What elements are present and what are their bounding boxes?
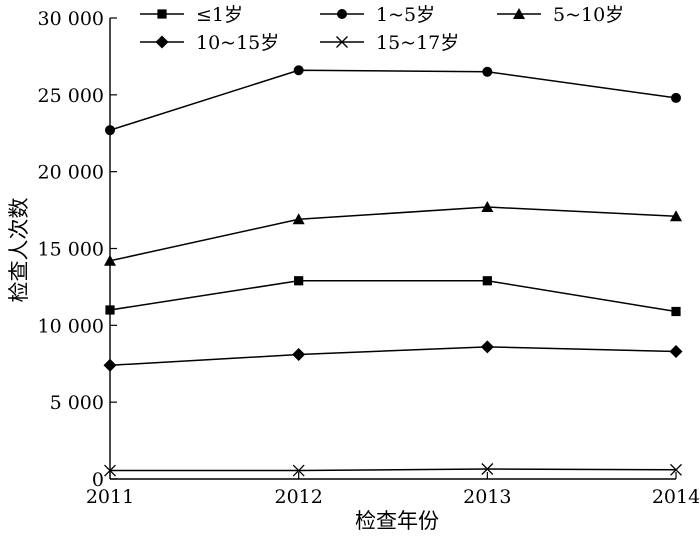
data-point — [669, 344, 683, 358]
data-point — [104, 464, 116, 477]
data-point — [671, 306, 681, 317]
x-tick-label: 2014 — [652, 486, 700, 508]
legend: ≤1岁 1~5岁 5~10岁 10~15岁 15~17岁 — [140, 4, 624, 54]
x-marker-stroke — [336, 36, 348, 48]
legend-item: 15~17岁 — [320, 32, 459, 54]
data-point — [292, 348, 306, 362]
series-2 — [105, 65, 681, 136]
y-tick-label: 20 000 — [38, 162, 104, 184]
data-point — [104, 254, 116, 266]
data-point — [482, 276, 492, 286]
data-point — [294, 276, 304, 286]
legend-marker — [155, 35, 169, 49]
legend-item: ≤1岁 — [140, 4, 243, 26]
y-tick-label: 30 000 — [38, 8, 104, 30]
series-line — [110, 468, 677, 472]
axes: 0 5 000 10 000 15 000 20 000 25 000 30 000 2011… — [38, 8, 700, 508]
series-5 — [104, 463, 682, 477]
data-point — [103, 358, 117, 372]
series-line — [109, 280, 677, 313]
series-layer — [103, 65, 683, 477]
series-line — [109, 346, 677, 367]
legend-item: 10~15岁 — [140, 32, 279, 54]
legend-marker — [336, 36, 348, 48]
y-tick-label: 0 — [92, 469, 104, 491]
y-axis-title: 检查人次数 — [7, 198, 31, 303]
legend-label: 15~17岁 — [376, 32, 459, 54]
x-marker-stroke — [481, 463, 494, 475]
series-4 — [103, 340, 683, 372]
legend-label: 10~15岁 — [196, 32, 279, 54]
x-tick-label: 2011 — [86, 486, 134, 508]
legend-item: 5~10岁 — [497, 4, 624, 26]
data-point — [292, 213, 305, 225]
x-tick-label: 2013 — [463, 486, 511, 508]
y-tick-label: 25 000 — [38, 85, 104, 107]
legend-label: 5~10岁 — [553, 4, 624, 26]
y-tick-label: 10 000 — [38, 315, 104, 337]
series-3 — [104, 201, 682, 266]
series-line — [109, 206, 677, 262]
data-point — [481, 463, 494, 475]
data-point — [482, 66, 493, 77]
data-point — [670, 210, 682, 222]
data-point — [105, 305, 115, 315]
data-point — [670, 463, 682, 476]
data-point — [480, 340, 494, 354]
x-axis-title: 检查年份 — [355, 509, 439, 533]
legend-label: 1~5岁 — [376, 4, 435, 26]
legend-label: ≤1岁 — [196, 4, 243, 26]
series-1 — [105, 276, 681, 317]
data-point — [293, 65, 304, 76]
y-tick-label: 5 000 — [50, 392, 104, 414]
series-line — [109, 69, 677, 131]
legend-marker — [513, 8, 525, 19]
x-marker-stroke — [104, 464, 116, 477]
data-point — [105, 125, 115, 136]
x-marker-stroke — [292, 464, 305, 477]
y-tick-label: 15 000 — [38, 239, 104, 261]
legend-marker — [337, 9, 347, 19]
x-tick-label: 2012 — [274, 486, 322, 508]
data-point — [292, 464, 305, 477]
legend-marker — [157, 9, 167, 19]
data-point — [481, 201, 494, 213]
legend-item: 1~5岁 — [320, 4, 435, 26]
x-marker-stroke — [670, 463, 682, 476]
data-point — [671, 92, 681, 103]
